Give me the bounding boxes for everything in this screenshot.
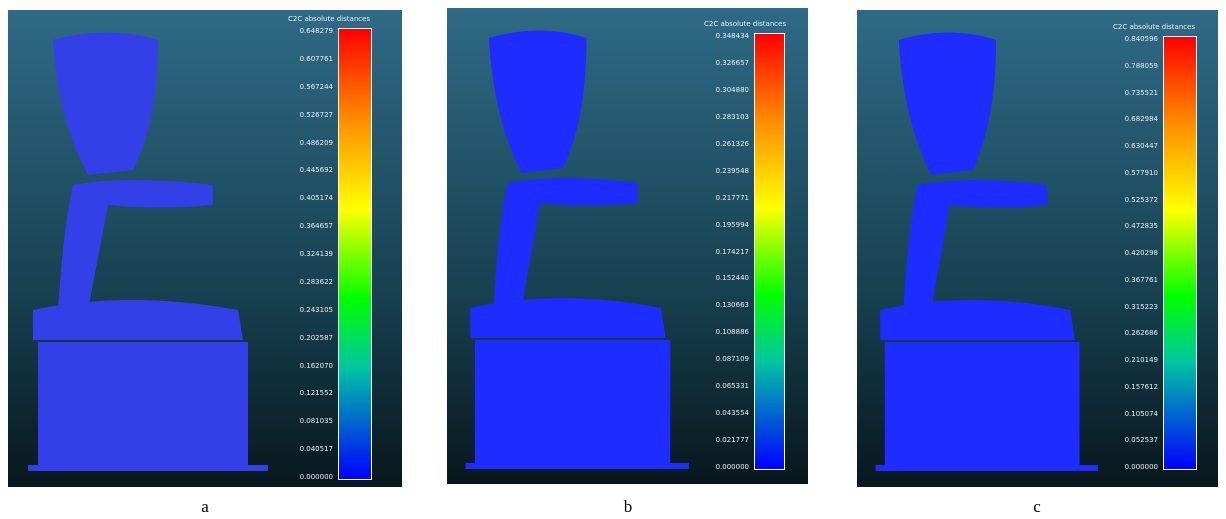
scale-tick: 0.525372 bbox=[1124, 195, 1158, 204]
scale-tick: 0.283622 bbox=[299, 277, 333, 286]
scale-tick: 0.577910 bbox=[1124, 168, 1158, 177]
scale-tick: 0.326657 bbox=[715, 58, 749, 67]
scale-tick: 0.210149 bbox=[1124, 356, 1158, 364]
scale-tick: 0.157612 bbox=[1124, 382, 1158, 391]
scale-tick: 0.262686 bbox=[1124, 329, 1158, 338]
scale-title: C2C absolute distances bbox=[1113, 23, 1196, 31]
scale-tick: 0.840596 bbox=[1124, 35, 1158, 43]
caption: c bbox=[1033, 497, 1041, 516]
scale-tick: 0.202587 bbox=[299, 333, 333, 342]
scale-tick: 0.043554 bbox=[715, 409, 749, 418]
scale-tick: 0.217771 bbox=[715, 193, 749, 202]
viewport: C2C absolute distances 0.348434 0.326657 0.… bbox=[447, 8, 808, 484]
scale-tick: 0.174217 bbox=[715, 247, 749, 256]
scale-tick: 0.315223 bbox=[1124, 302, 1158, 311]
scale-tick: 0.065331 bbox=[715, 382, 749, 391]
scale-tick: 0.486209 bbox=[299, 138, 333, 147]
scale-tick: 0.324139 bbox=[299, 250, 333, 258]
scale-tick: 0.567244 bbox=[299, 82, 333, 91]
scale-tick: 0.405174 bbox=[299, 194, 333, 203]
scale-tick: 0.040517 bbox=[299, 445, 333, 454]
scale-tick: 0.304880 bbox=[715, 85, 749, 94]
scale-tick: 0.445692 bbox=[299, 166, 333, 175]
scale-tick: 0.121552 bbox=[299, 389, 333, 398]
scale-tick: 0.367761 bbox=[1124, 275, 1158, 284]
scale-tick: 0.130663 bbox=[715, 301, 749, 310]
caption: b bbox=[623, 497, 633, 516]
scale-tick: 0.000000 bbox=[299, 473, 333, 481]
scale-tick: 0.283103 bbox=[715, 112, 749, 121]
scale-tick: 0.648279 bbox=[299, 27, 333, 35]
caption: a bbox=[201, 497, 209, 516]
point-cloud bbox=[465, 30, 689, 469]
point-cloud bbox=[875, 32, 1099, 471]
scale-tick: 0.607761 bbox=[299, 54, 333, 63]
scale-tick: 0.526727 bbox=[299, 110, 333, 119]
scale-tick: 0.000000 bbox=[1124, 463, 1158, 471]
scale-tick: 0.162070 bbox=[299, 361, 333, 370]
scale-tick: 0.788059 bbox=[1124, 61, 1158, 70]
scale-tick: 0.472835 bbox=[1124, 222, 1158, 231]
scale-tick: 0.000000 bbox=[715, 463, 749, 471]
viewport: C2C absolute distances 0.648279 0.607761 0.… bbox=[8, 10, 402, 487]
scale-tick: 0.239548 bbox=[715, 166, 749, 175]
scale-tick: 0.243105 bbox=[299, 305, 333, 314]
scale-tick: 0.735521 bbox=[1124, 88, 1158, 97]
scale-tick: 0.052537 bbox=[1124, 436, 1158, 445]
color-bar bbox=[1163, 36, 1197, 470]
scale-tick: 0.108886 bbox=[715, 328, 749, 337]
scale-tick: 0.630447 bbox=[1124, 142, 1158, 150]
scale-title: C2C absolute distances bbox=[704, 20, 787, 28]
scale-title: C2C absolute distances bbox=[288, 15, 371, 23]
scale-tick: 0.087109 bbox=[715, 355, 749, 364]
scale-tick: 0.261326 bbox=[715, 139, 749, 148]
viewport: C2C absolute distances 0.840596 0.788059 0.… bbox=[857, 10, 1218, 487]
scale-tick: 0.021777 bbox=[715, 436, 749, 445]
scale-tick: 0.682984 bbox=[1124, 115, 1158, 124]
scale-tick: 0.105074 bbox=[1124, 409, 1158, 418]
scale-tick: 0.152440 bbox=[715, 274, 749, 283]
scale-tick: 0.364657 bbox=[299, 222, 333, 231]
scale-tick: 0.081035 bbox=[299, 417, 333, 426]
scale-tick: 0.195994 bbox=[715, 220, 749, 229]
scale-tick: 0.420298 bbox=[1124, 249, 1158, 257]
color-bar bbox=[338, 28, 372, 480]
color-bar bbox=[754, 33, 785, 470]
scale-tick: 0.348434 bbox=[715, 32, 749, 40]
point-cloud bbox=[28, 32, 268, 471]
